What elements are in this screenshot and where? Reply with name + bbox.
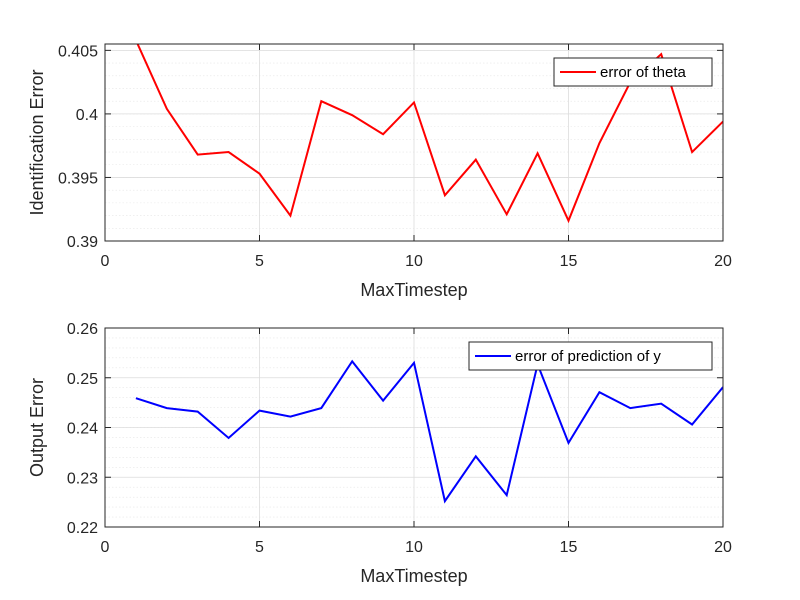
x-tick-label: 5 (255, 539, 264, 556)
x-axis-label: MaxTimestep (360, 280, 467, 300)
legend-entry: error of theta (600, 64, 687, 81)
legend: error of theta (553, 57, 713, 87)
y-tick-label: 0.4 (76, 107, 98, 124)
legend-entry: error of prediction of y (515, 348, 661, 365)
y-axis-label: Output Error (27, 378, 47, 477)
y-axis-label: Identification Error (27, 69, 47, 215)
x-tick-label: 15 (560, 539, 578, 556)
x-tick-label: 15 (560, 253, 578, 270)
y-tick-label: 0.24 (67, 421, 98, 438)
y-tick-label: 0.23 (67, 470, 98, 487)
identification-error-plot: 0 5 10 15 20 0.39 0.395 0.4 0.405 MaxTimestep Iden… (27, 43, 732, 300)
y-tick-label: 0.39 (67, 234, 98, 251)
y-tick-label: 0.26 (67, 321, 98, 338)
y-tick-label: 0.405 (58, 43, 98, 60)
y-tick-label: 0.22 (67, 520, 98, 537)
series-line-error-of-theta (136, 44, 723, 224)
legend: error of prediction of y (468, 341, 713, 371)
x-tick-label: 10 (405, 253, 423, 270)
x-tick-label: 0 (101, 253, 110, 270)
x-tick-label: 0 (101, 539, 110, 556)
x-axis-label: MaxTimestep (360, 566, 467, 586)
output-error-plot: 0 5 10 15 20 0.22 0.23 0.24 0.25 0.26 MaxTimestep O… (27, 321, 732, 586)
x-tick-label: 10 (405, 539, 423, 556)
x-tick-label: 20 (714, 253, 732, 270)
series-line-error-of-prediction-of-y (135, 359, 723, 504)
x-tick-label: 5 (255, 253, 264, 270)
y-tick-label: 0.395 (58, 170, 98, 187)
y-tick-label: 0.25 (67, 371, 98, 388)
x-tick-label: 20 (714, 539, 732, 556)
